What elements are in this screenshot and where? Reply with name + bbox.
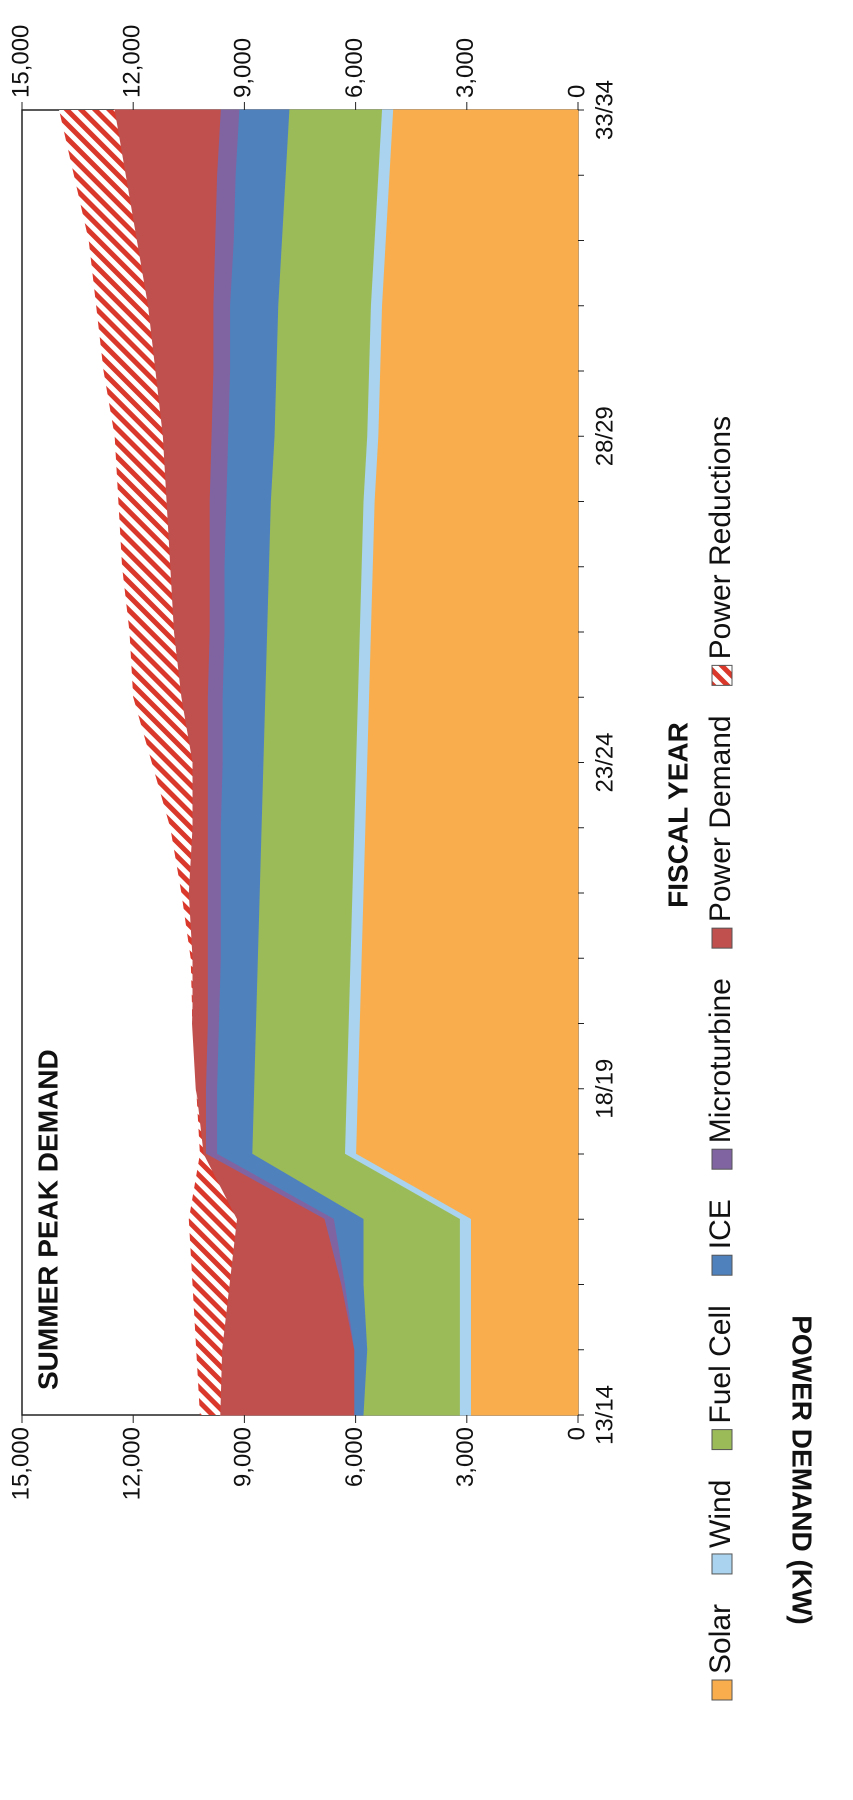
legend-swatch xyxy=(711,664,733,686)
legend-label: ICE xyxy=(704,1199,737,1249)
legend-swatch xyxy=(711,927,733,949)
chart-title: SUMMER PEAK DEMAND xyxy=(32,1049,63,1390)
y2-tick-label: 0 xyxy=(563,85,590,98)
y-axis-title: POWER DEMAND (KW) xyxy=(787,1315,818,1625)
legend-label: Solar xyxy=(704,1604,737,1674)
y-tick-label: 0 xyxy=(563,1427,590,1440)
legend-swatch xyxy=(711,1429,733,1451)
x-tick-label: 33/34 xyxy=(591,80,618,140)
y-tick-label: 9,000 xyxy=(230,1427,257,1487)
y2-tick-label: 15,000 xyxy=(7,25,34,98)
legend-label: Power Reductions xyxy=(704,416,737,659)
legend-swatch xyxy=(711,1679,733,1701)
y2-tick-label: 6,000 xyxy=(341,38,368,98)
x-tick-label: 13/14 xyxy=(591,1385,618,1445)
y-tick-label: 3,000 xyxy=(452,1427,479,1487)
x-axis-title: FISCAL YEAR xyxy=(662,722,693,908)
legend-swatch xyxy=(711,1254,733,1276)
legend-label: Wind xyxy=(704,1480,737,1548)
y-tick-label: 15,000 xyxy=(7,1427,34,1500)
area xyxy=(59,110,237,1415)
x-tick-label: 18/19 xyxy=(591,1059,618,1119)
rotated-chart: SUMMER PEAK DEMAND FISCAL YEAR POWER DEM… xyxy=(7,25,818,1701)
y-tick-label: 12,000 xyxy=(119,1427,146,1500)
y2-tick-label: 12,000 xyxy=(119,25,146,98)
legend-label: Power Demand xyxy=(704,715,737,922)
area xyxy=(114,109,355,1416)
y-tick-label: 6,000 xyxy=(341,1427,368,1487)
legend-swatch xyxy=(711,1553,733,1575)
legend-label: Microturbine xyxy=(704,978,737,1143)
x-tick-label: 28/29 xyxy=(591,406,618,466)
y2-tick-label: 9,000 xyxy=(230,38,257,98)
x-tick-label: 23/24 xyxy=(591,732,618,792)
legend-swatch xyxy=(711,1148,733,1170)
y2-tick-label: 3,000 xyxy=(452,38,479,98)
legend-label: Fuel Cell xyxy=(704,1305,737,1423)
